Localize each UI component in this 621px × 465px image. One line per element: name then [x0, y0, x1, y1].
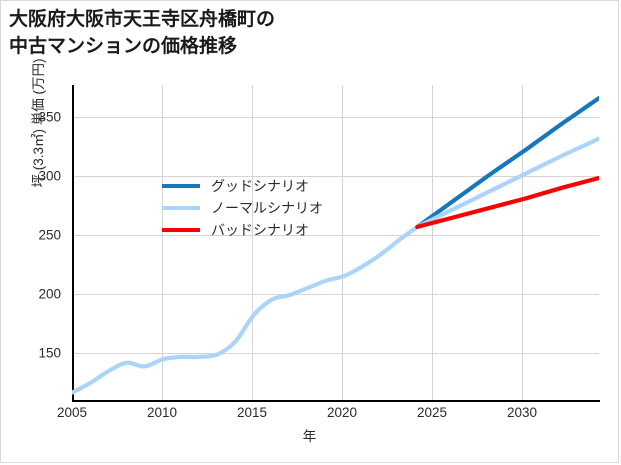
legend-swatch-good: [162, 184, 200, 188]
gridline-x-2015: [252, 85, 253, 401]
y-axis-spine: [72, 85, 74, 402]
x-tick-2015: 2015: [236, 405, 268, 420]
x-axis-spine: [72, 400, 600, 402]
x-axis-label: 年: [302, 429, 317, 444]
gridline-x-2030: [522, 85, 523, 401]
legend-item-normal[interactable]: ノーマルシナリオ: [162, 197, 323, 219]
y-axis-label: 坪 (3.3㎡) 単価 (万円): [31, 58, 46, 188]
gridline-y-150: [72, 353, 599, 354]
gridline-y-300: [72, 176, 599, 177]
x-tick-2005: 2005: [56, 405, 88, 420]
legend-item-bad[interactable]: バッドシナリオ: [162, 219, 323, 241]
x-tick-2025: 2025: [416, 405, 448, 420]
chart-title: 大阪府大阪市天王寺区舟橋町の 中古マンションの価格推移: [9, 9, 276, 57]
gridline-x-2025: [432, 85, 433, 401]
plot-area: グッドシナリオ ノーマルシナリオ バッドシナリオ: [72, 85, 600, 402]
x-tick-2020: 2020: [326, 405, 358, 420]
series-line-good: [415, 96, 599, 229]
series-line-history: [72, 224, 420, 395]
gridline-y-200: [72, 294, 599, 295]
legend-label-normal: ノーマルシナリオ: [211, 200, 323, 216]
y-tick-300: 300: [38, 168, 61, 184]
y-tick-250: 250: [38, 227, 61, 243]
y-tick-350: 350: [38, 109, 61, 125]
x-tick-2010: 2010: [146, 405, 178, 420]
gridline-y-250: [72, 235, 599, 236]
y-tick-200: 200: [38, 286, 61, 302]
legend-label-good: グッドシナリオ: [211, 178, 309, 194]
x-tick-2030: 2030: [506, 405, 538, 420]
plot-background: [72, 85, 599, 401]
series-line-normal: [415, 136, 599, 229]
legend-item-good[interactable]: グッドシナリオ: [162, 175, 323, 197]
chart-lines: [72, 96, 599, 395]
legend-swatch-bad: [162, 228, 200, 232]
y-tick-150: 150: [38, 345, 61, 361]
gridline-y-350: [72, 117, 599, 118]
legend-label-bad: バッドシナリオ: [211, 222, 309, 238]
gridline-x-2020: [342, 85, 343, 401]
chart-legend: グッドシナリオ ノーマルシナリオ バッドシナリオ: [162, 175, 323, 241]
legend-swatch-normal: [162, 206, 200, 210]
gridline-x-2010: [162, 85, 163, 401]
series-line-bad: [415, 175, 599, 229]
